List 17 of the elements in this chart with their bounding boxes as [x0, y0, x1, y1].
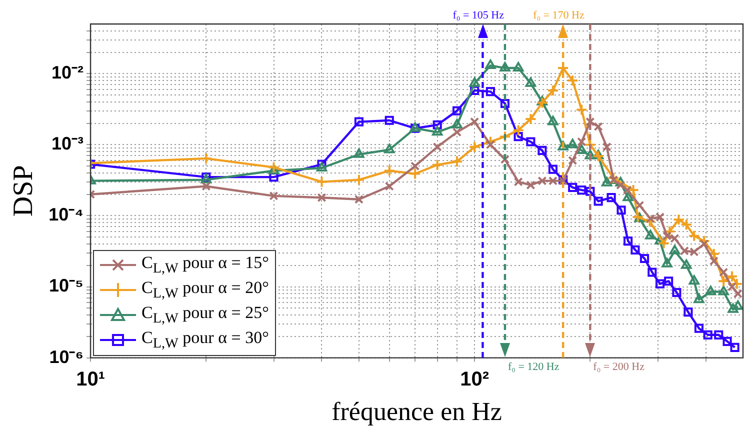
legend-label: C$_{L,W}$ pour α = 20° — [142, 278, 269, 302]
y-tick-label: 10⁻² — [52, 62, 84, 83]
ref-line-label: f₀ = 200 Hz — [593, 361, 645, 374]
x-tick-label: 10¹ — [76, 368, 106, 390]
ref-line-label: f₀ = 105 Hz — [452, 9, 504, 22]
x-axis-title: fréquence en Hz — [332, 397, 502, 426]
y-tick-label: 10⁻⁵ — [49, 276, 84, 296]
legend-label: C$_{L,W}$ pour α = 15° — [142, 253, 269, 278]
y-tick-label: 10⁻³ — [52, 134, 84, 154]
y-axis-title: DSP — [8, 165, 40, 217]
x-tick-label: 10² — [460, 368, 490, 390]
y-tick-label: 10⁻⁴ — [48, 204, 84, 225]
ref-line-label: f₀ = 170 Hz — [533, 9, 584, 22]
legend-label: C$_{L,W}$ pour α = 25° — [142, 303, 269, 328]
ref-line-label: f₀ = 120 Hz — [508, 361, 560, 374]
y-tick-label: 10⁻⁶ — [49, 346, 84, 367]
legend-label: C$_{L,W}$ pour α = 30° — [142, 328, 269, 352]
